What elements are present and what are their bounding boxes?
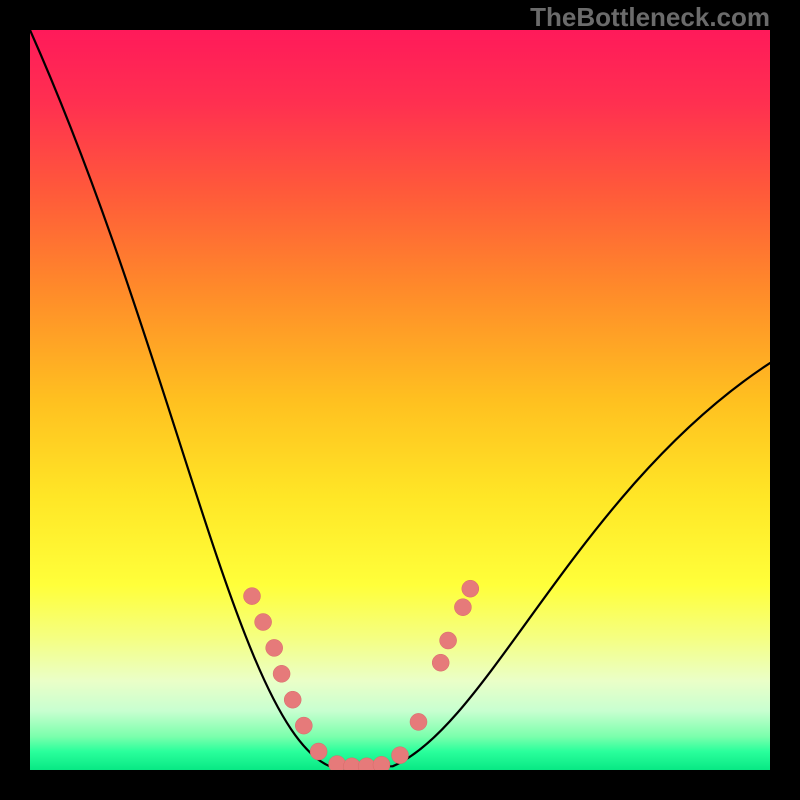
- gradient-background: [30, 30, 770, 770]
- curve-marker: [410, 713, 427, 730]
- curve-marker: [432, 654, 449, 671]
- curve-marker: [440, 632, 457, 649]
- bottleneck-chart: [30, 30, 770, 770]
- curve-marker: [273, 665, 290, 682]
- curve-marker: [392, 747, 409, 764]
- watermark-text: TheBottleneck.com: [530, 2, 770, 33]
- plot-area: [30, 30, 770, 770]
- curve-marker: [454, 599, 471, 616]
- curve-marker: [329, 756, 346, 770]
- curve-marker: [284, 691, 301, 708]
- curve-marker: [295, 717, 312, 734]
- curve-marker: [244, 588, 261, 605]
- curve-marker: [266, 639, 283, 656]
- curve-marker: [255, 614, 272, 631]
- curve-marker: [462, 580, 479, 597]
- curve-marker: [310, 743, 327, 760]
- chart-stage: TheBottleneck.com: [0, 0, 800, 800]
